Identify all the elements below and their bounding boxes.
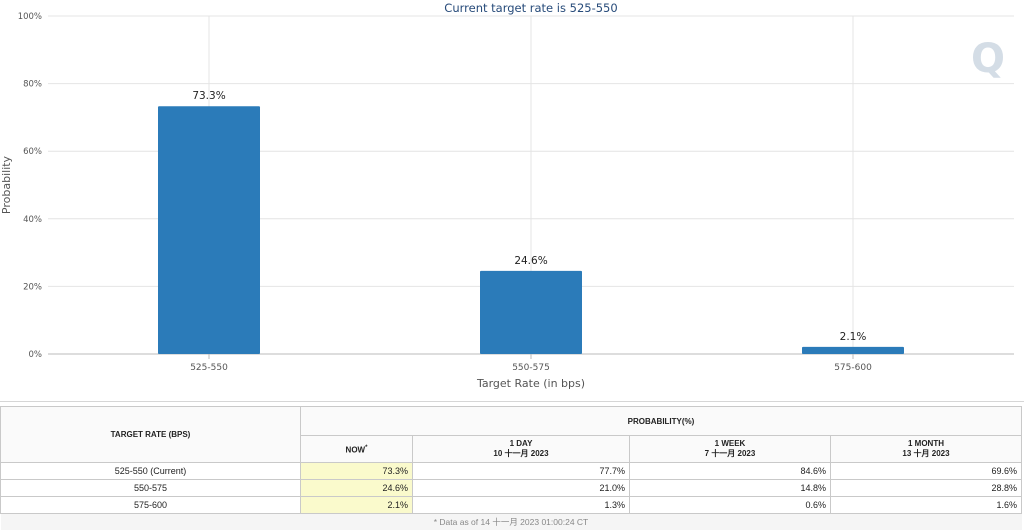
data-label: 24.6% <box>514 255 547 267</box>
x-tick-label: 550-575 <box>512 363 550 373</box>
cell-month: 28.8% <box>830 479 1022 497</box>
y-tick-label: 80% <box>23 80 42 90</box>
footnote-row: * Data as of 14 十一月 2023 01:00:24 CT <box>0 513 1022 530</box>
cell-target: 550-575 <box>0 479 301 497</box>
cell-week: 84.6% <box>629 462 831 480</box>
y-tick-label: 0% <box>29 350 43 360</box>
footnote: * Data as of 14 十一月 2023 01:00:24 CT <box>0 513 1022 530</box>
probability-table: TARGET RATE (BPS) PROBABILITY(%) NOW* 1 … <box>0 406 1022 530</box>
chart-svg: 0% 20% 40% 60% 80% 100% Q 73.3% 525-550 24.6% 550-… <box>0 1 1014 390</box>
column-1-week-label: 1 WEEK <box>714 439 746 448</box>
y-tick-label: 100% <box>18 12 42 22</box>
header-target-rate: TARGET RATE (BPS) <box>0 406 301 463</box>
bar <box>802 346 904 354</box>
cell-target: 525-550 (Current) <box>0 462 301 480</box>
column-1-month-label: 1 MONTH <box>908 439 944 448</box>
column-now-label: NOW <box>345 445 366 455</box>
x-axis-title: Target Rate (in bps) <box>476 377 585 390</box>
column-1-day: 1 DAY 10 十一月 2023 <box>412 435 630 463</box>
column-1-day-label: 1 DAY <box>509 439 533 448</box>
cell-now: 2.1% <box>300 496 413 514</box>
header-probability: PROBABILITY(%) <box>300 406 1022 436</box>
column-1-week-date: 7 十一月 2023 <box>704 449 756 458</box>
bar <box>480 270 582 354</box>
table-row: 550-575 24.6% 21.0% 14.8% 28.8% <box>0 479 1022 497</box>
watermark-logo: Q <box>971 36 1005 82</box>
cell-month: 69.6% <box>830 462 1022 480</box>
x-tick-label: 525-550 <box>190 363 228 373</box>
cell-week: 0.6% <box>629 496 831 514</box>
bar <box>158 106 260 354</box>
data-label: 2.1% <box>840 331 867 343</box>
table-row: 575-600 2.1% 1.3% 0.6% 1.6% <box>0 496 1022 514</box>
y-tick-label: 60% <box>23 147 42 157</box>
column-1-day-date: 10 十一月 2023 <box>493 449 549 458</box>
y-tick-label: 20% <box>23 282 42 292</box>
cell-now: 24.6% <box>300 479 413 497</box>
column-1-month: 1 MONTH 13 十月 2023 <box>830 435 1022 463</box>
column-now-marker: * <box>365 444 368 451</box>
cell-day: 21.0% <box>412 479 630 497</box>
column-1-month-date: 13 十月 2023 <box>902 449 950 458</box>
cell-now: 73.3% <box>300 462 413 480</box>
probability-chart: 0% 20% 40% 60% 80% 100% Q 73.3% 525-550 24.6% 550-… <box>0 1 1014 390</box>
cell-day: 1.3% <box>412 496 630 514</box>
probability-table-container: TARGET RATE (BPS) PROBABILITY(%) NOW* 1 … <box>0 406 1024 530</box>
cell-month: 1.6% <box>830 496 1022 514</box>
column-now: NOW* <box>300 435 413 463</box>
y-tick-label: 40% <box>23 215 42 225</box>
chart-title: Current target rate is 525-550 <box>444 1 617 15</box>
y-axis-title: Probability <box>0 155 13 214</box>
column-1-week: 1 WEEK 7 十一月 2023 <box>629 435 831 463</box>
cell-week: 14.8% <box>629 479 831 497</box>
cell-target: 575-600 <box>0 496 301 514</box>
data-label: 73.3% <box>192 90 225 102</box>
cell-day: 77.7% <box>412 462 630 480</box>
x-tick-label: 575-600 <box>834 363 872 373</box>
table-row: 525-550 (Current) 73.3% 77.7% 84.6% 69.6… <box>0 462 1022 480</box>
chart-divider <box>0 401 1024 402</box>
